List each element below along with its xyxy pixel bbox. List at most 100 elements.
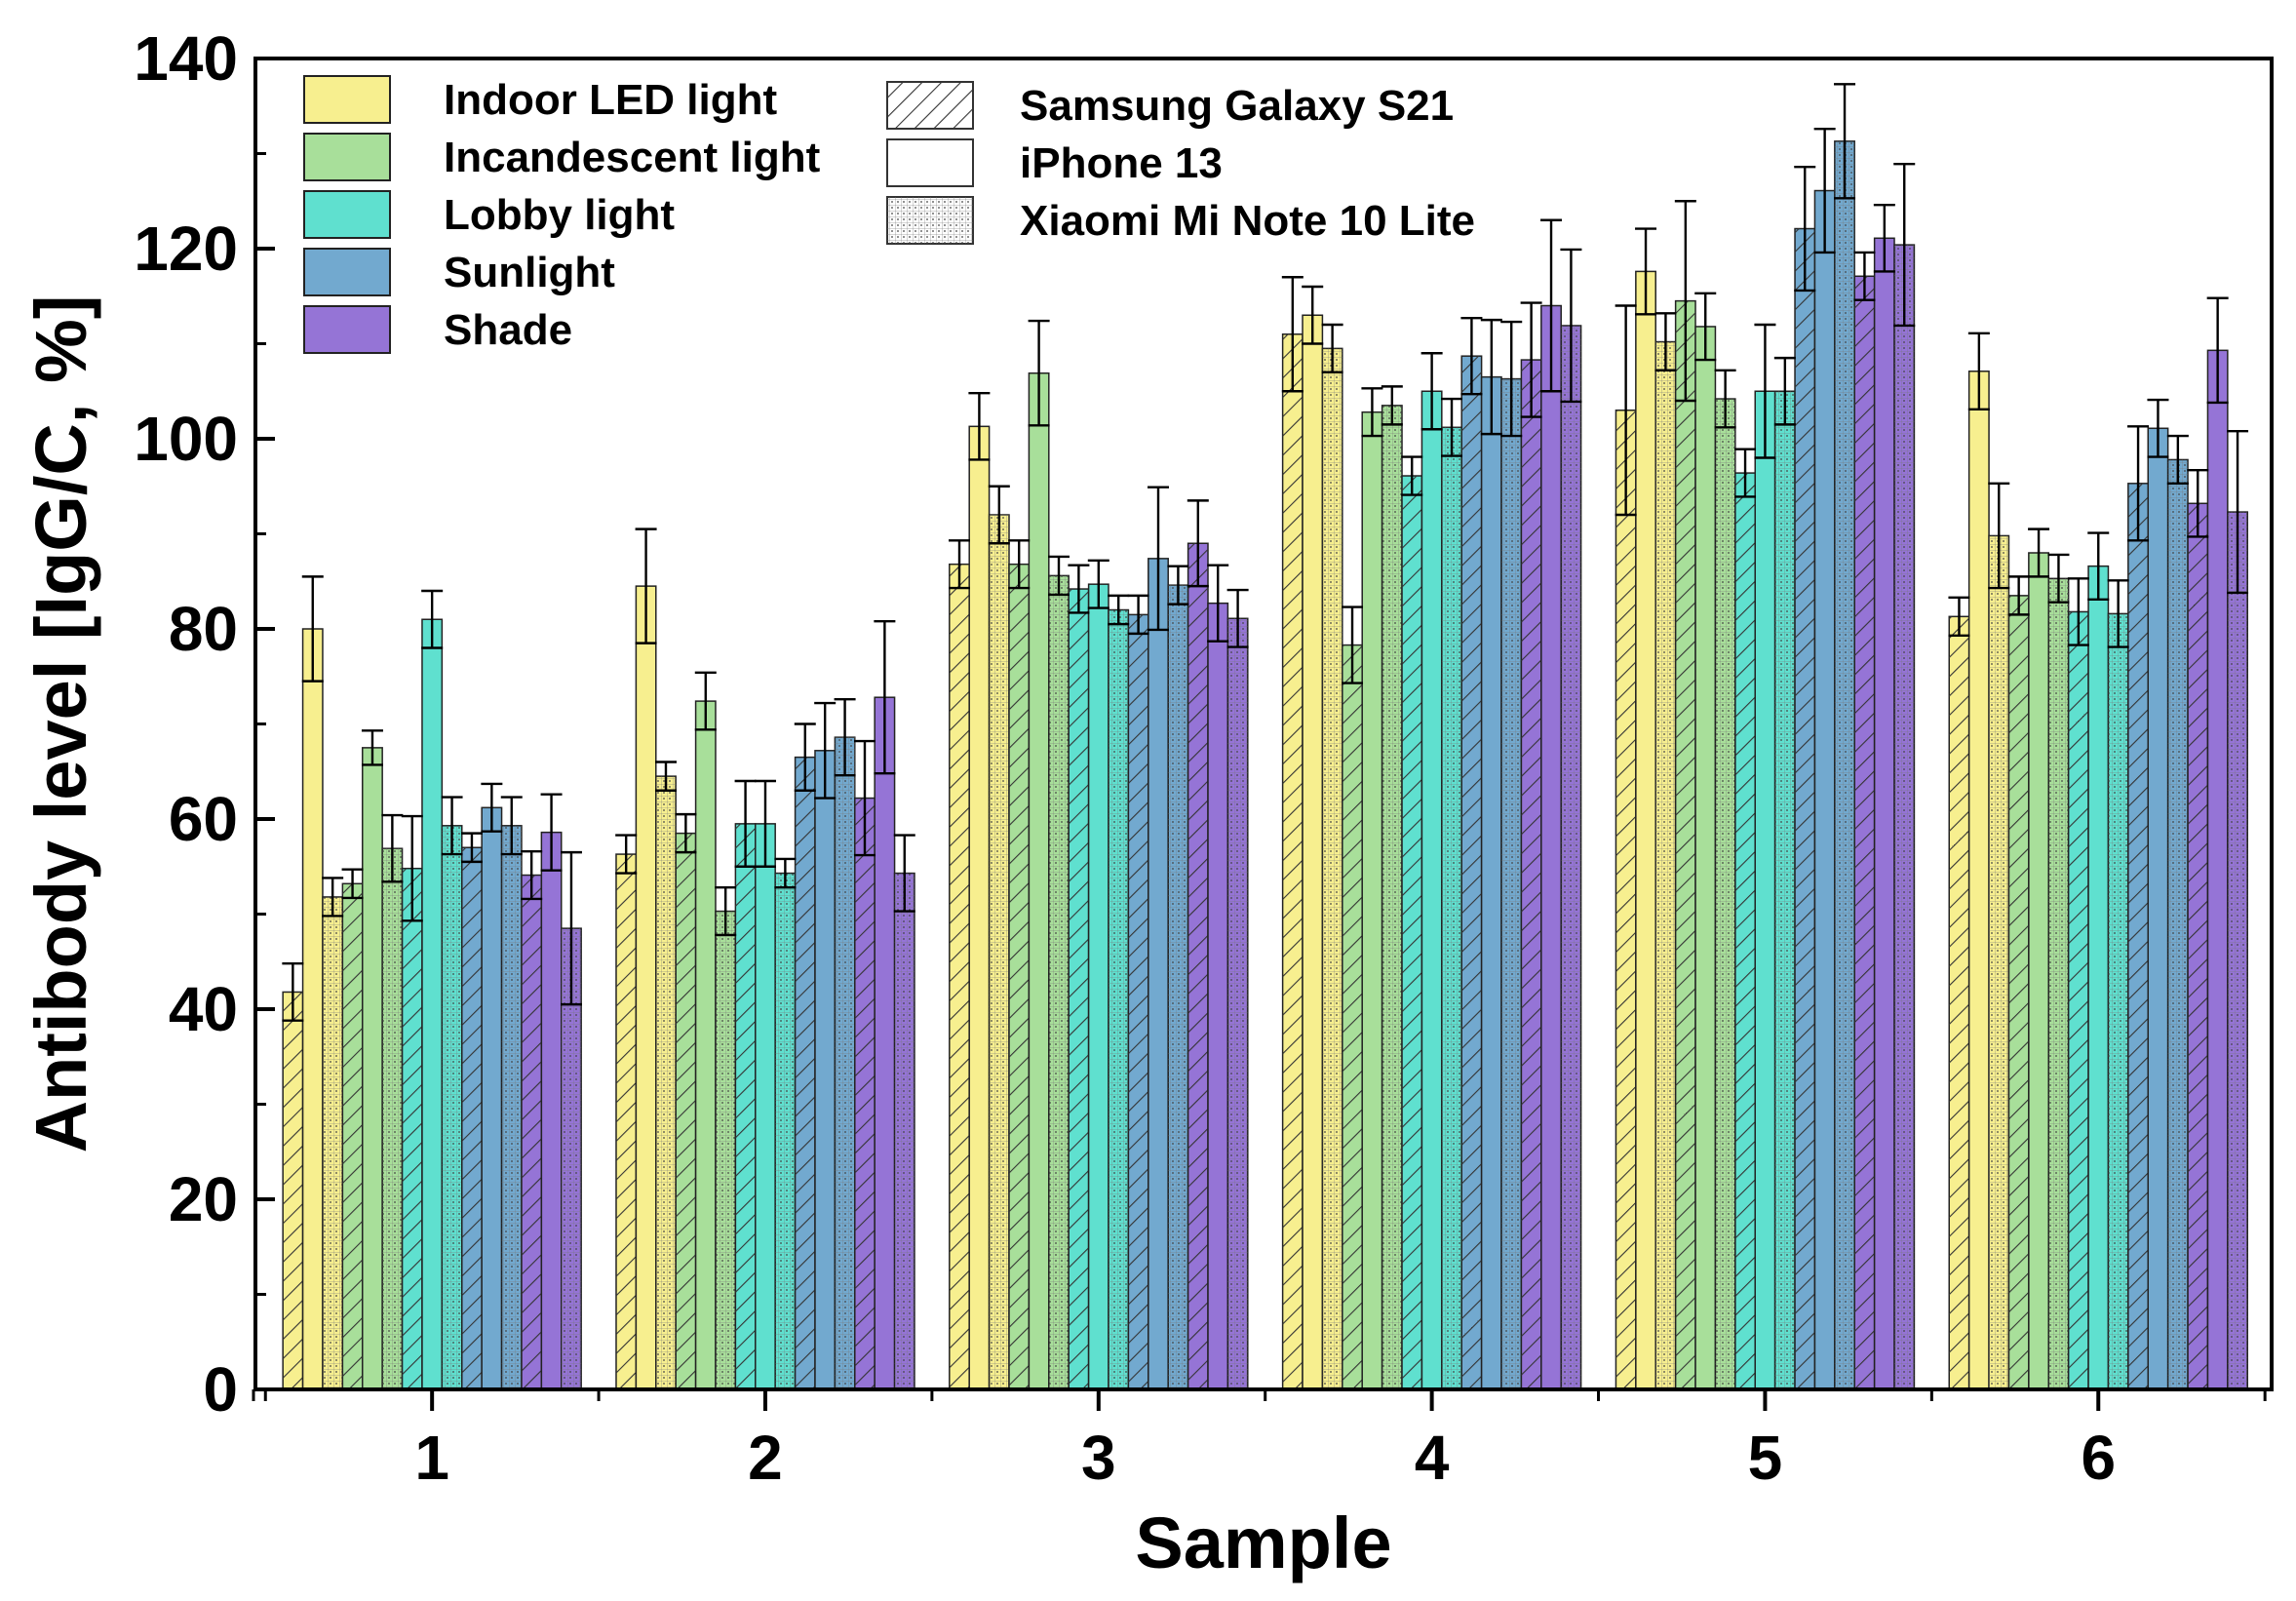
error-bar <box>322 877 344 918</box>
y-tick-label: 20 <box>169 1164 238 1234</box>
bar-fill <box>1873 237 1895 1390</box>
x-tick-label: 1 <box>414 1423 449 1493</box>
error-bar <box>814 701 837 800</box>
error-bar <box>1948 596 1970 638</box>
error-bar <box>1635 227 1657 316</box>
bar <box>1893 244 1916 1390</box>
legend-swatch <box>303 190 391 239</box>
bars-layer <box>282 140 2249 1390</box>
bar <box>1773 390 1796 1390</box>
bar <box>1654 340 1677 1390</box>
bar-dot-pattern <box>989 515 1009 1389</box>
bar <box>715 910 737 1390</box>
error-bar <box>853 739 876 857</box>
bar <box>755 823 776 1390</box>
bar-fill <box>1694 326 1717 1390</box>
bar-dot-pattern <box>2167 459 2189 1389</box>
bar <box>968 425 991 1390</box>
bar <box>1520 359 1542 1390</box>
bar-fill <box>1087 583 1109 1390</box>
bar <box>1615 410 1637 1390</box>
bar <box>381 847 404 1390</box>
bar-fill <box>1813 189 1836 1390</box>
bar <box>461 846 483 1390</box>
bar <box>2067 610 2089 1390</box>
error-bar <box>2107 579 2129 648</box>
error-bar <box>1714 369 1736 429</box>
bar <box>2187 502 2209 1390</box>
bar <box>1540 304 1562 1390</box>
bar-fill <box>2206 349 2229 1390</box>
legend-item-light: Lobby light <box>303 190 675 239</box>
bar-hatch-pattern <box>1342 644 1363 1389</box>
y-tick-label: 100 <box>134 404 238 474</box>
error-bar <box>794 722 816 792</box>
bar-dot-pattern <box>1501 378 1522 1390</box>
bar-hatch-pattern <box>283 992 303 1389</box>
bar-fill <box>362 747 383 1390</box>
bar <box>874 696 896 1390</box>
bar-hatch-pattern <box>1734 473 1756 1390</box>
bar-hatch-pattern <box>2068 611 2089 1389</box>
bar-fill <box>481 806 503 1390</box>
bar-dot-pattern <box>1441 427 1462 1389</box>
bar <box>441 825 463 1390</box>
bar <box>794 756 816 1390</box>
bar <box>1108 608 1130 1390</box>
bar <box>1988 534 2010 1390</box>
error-bar <box>1615 304 1637 517</box>
error-bar <box>1008 539 1031 590</box>
y-axis-title: Antibody level [IgG/C, %] <box>20 295 101 1153</box>
error-bar <box>1734 448 1757 498</box>
error-bar <box>1226 588 1249 648</box>
error-bar <box>754 779 776 868</box>
bar <box>301 628 324 1390</box>
bar-hatch-pattern <box>1009 564 1030 1389</box>
bar-fill <box>1420 390 1443 1390</box>
error-bar <box>1068 564 1090 614</box>
y-tick-label: 140 <box>134 23 238 94</box>
error-bar <box>1148 486 1169 632</box>
error-bar <box>381 813 404 883</box>
legend-swatch <box>303 133 391 181</box>
bar <box>1853 275 1876 1390</box>
bar-dot-pattern <box>894 873 915 1389</box>
error-bar <box>1441 397 1463 457</box>
bar <box>1068 588 1090 1390</box>
bar <box>1480 375 1502 1390</box>
bar <box>521 874 543 1390</box>
bar-dot-pattern <box>1774 391 1796 1389</box>
bar <box>1967 371 1990 1390</box>
bar-hatch-pattern <box>2188 503 2208 1389</box>
bar-dot-pattern <box>1894 245 1915 1390</box>
bar <box>1873 237 1895 1390</box>
bar-hatch-pattern <box>1461 356 1482 1389</box>
error-bar <box>1480 318 1502 436</box>
bar <box>1754 390 1776 1390</box>
legend-label: Shade <box>444 306 572 354</box>
bar-fill <box>1361 410 1383 1390</box>
legend-item-light: Shade <box>303 305 572 354</box>
bar-dot-pattern <box>655 776 677 1389</box>
bar-fill <box>814 750 837 1390</box>
error-bar <box>1694 292 1717 362</box>
bar <box>1207 602 1229 1390</box>
error-bar <box>1302 285 1324 345</box>
bar-dot-pattern <box>2108 613 2128 1389</box>
bar <box>1420 390 1443 1390</box>
error-bar <box>774 857 797 889</box>
bar-fill <box>1967 371 1990 1390</box>
bar-hatch-pattern <box>854 798 876 1389</box>
y-tick-label: 0 <box>203 1354 238 1425</box>
error-bar <box>2047 553 2070 604</box>
bar <box>854 797 876 1390</box>
legend-dot-pattern <box>887 197 973 244</box>
bar <box>282 991 304 1390</box>
bar <box>500 825 523 1390</box>
error-bar <box>2227 430 2249 595</box>
bar-dot-pattern <box>2048 578 2069 1389</box>
error-bar <box>441 796 463 856</box>
y-tick-label: 40 <box>169 974 238 1044</box>
legend-item-light: Sunlight <box>303 248 615 296</box>
bar <box>615 853 638 1390</box>
